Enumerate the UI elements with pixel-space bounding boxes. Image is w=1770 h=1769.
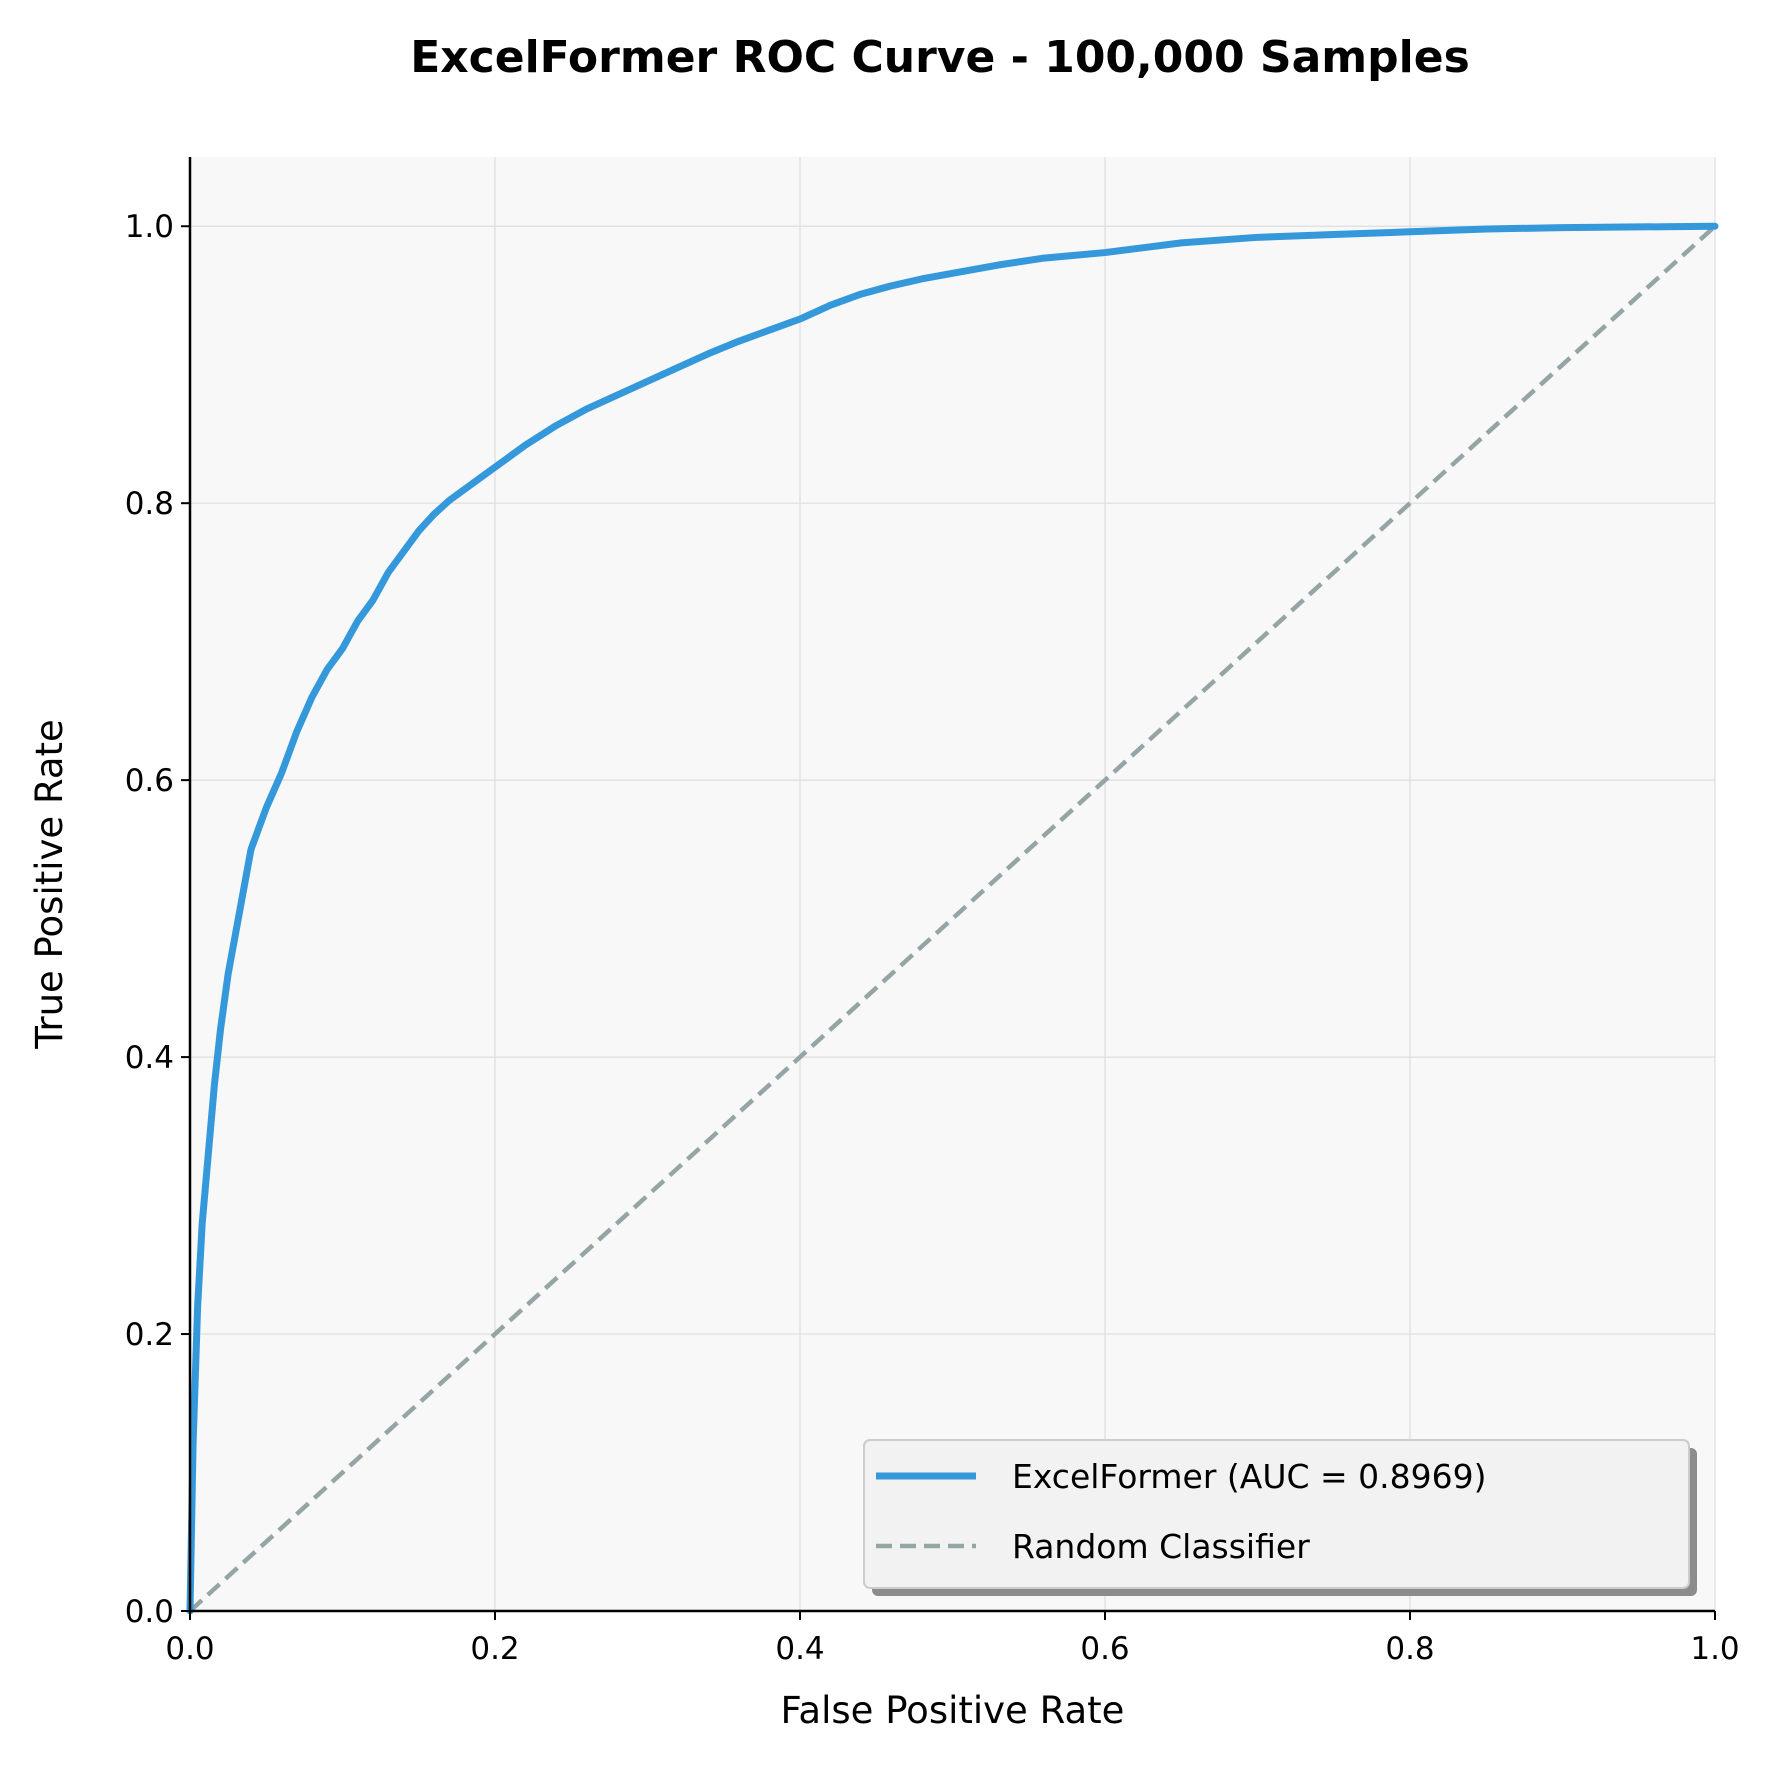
y-tick-label: 0.6 [125,763,174,799]
grid [189,157,1716,1612]
x-tick-label: 0.6 [1080,1631,1129,1667]
chart-title: ExcelFormer ROC Curve - 100,000 Samples [410,32,1470,83]
x-tick-label: 0.8 [1385,1631,1434,1667]
y-tick-label: 0.0 [125,1594,174,1630]
y-tick-label: 0.2 [125,1317,174,1353]
x-tick-label: 0.0 [165,1631,214,1667]
x-tick-label: 0.4 [775,1631,824,1667]
y-axis-title: True Positive Rate [28,719,71,1050]
legend-label-random: Random Classifier [1012,1527,1310,1566]
x-axis-title: False Positive Rate [781,1689,1125,1732]
legend: ExcelFormer (AUC = 0.8969) Random Classi… [863,1439,1697,1596]
x-tick-label: 0.2 [470,1631,519,1667]
plot-area [190,157,1715,1611]
y-tick-label: 0.8 [125,486,174,522]
legend-label-excelformer: ExcelFormer (AUC = 0.8969) [1012,1457,1487,1496]
axes: 0.0 0.2 0.4 0.6 0.8 1.0 0.0 0.2 0.4 0.6 0.8 1.0 [125,157,1740,1667]
legend-box [863,1439,1690,1589]
y-tick-label: 0.4 [125,1040,174,1076]
x-tick-label: 1.0 [1690,1631,1739,1667]
roc-curve-excelformer [186,222,1719,1615]
random-classifier-line [188,224,1717,1613]
series-layer [186,222,1719,1615]
y-tick-label: 1.0 [125,209,174,245]
